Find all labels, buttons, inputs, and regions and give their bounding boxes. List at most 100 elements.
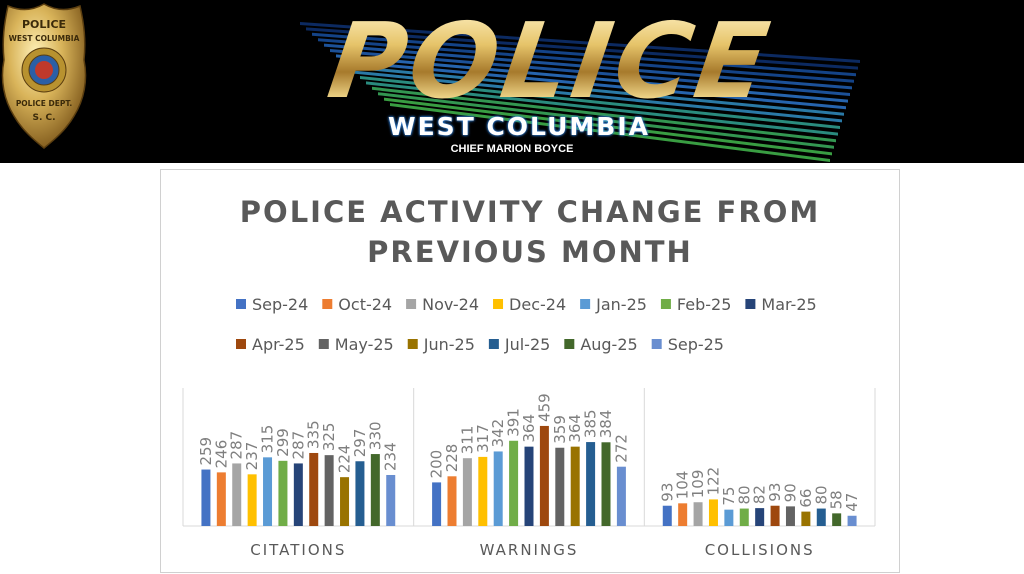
bar: [724, 509, 734, 526]
bar: [432, 482, 442, 526]
legend-swatch: [236, 299, 246, 309]
bar: [232, 463, 242, 526]
header-banner: POLICE WEST COLUMBIA POLICE DEPT. S. C. …: [0, 0, 1024, 163]
badge-city-text: WEST COLUMBIA: [9, 34, 80, 43]
data-label: 359: [551, 415, 569, 444]
data-label: 93: [658, 483, 676, 502]
data-label: 297: [351, 429, 369, 458]
legend-swatch: [745, 299, 756, 309]
legend-swatch: [488, 339, 499, 349]
data-label: 224: [336, 445, 354, 474]
city-name: WEST COLUMBIA: [388, 112, 650, 141]
bar: [816, 508, 826, 526]
legend-swatch: [493, 299, 504, 309]
banner-stripe: [390, 103, 830, 162]
data-label: 82: [751, 485, 769, 504]
data-label: 335: [305, 420, 323, 449]
chart-legend: Sep-24 Oct-24 Nov-24 Dec-24 Jan-25 Feb-25 Mar-…: [236, 295, 817, 354]
data-label: 299: [274, 428, 292, 457]
banner-stripe: [378, 92, 834, 149]
legend-swatch: [651, 339, 662, 349]
data-label: 364: [566, 414, 584, 443]
bar: [708, 499, 718, 526]
badge-top-text: POLICE: [22, 18, 66, 31]
banner-stripe: [300, 22, 860, 63]
banner-stripe: [318, 38, 854, 83]
bar: [785, 506, 795, 526]
bar: [340, 477, 350, 526]
bar: [278, 460, 288, 526]
bar: [662, 505, 672, 526]
legend-swatch: [236, 339, 246, 349]
bar: [293, 463, 303, 526]
data-label: 259: [197, 437, 215, 466]
bar: [770, 505, 780, 526]
legend-label: Dec-24: [509, 295, 566, 314]
chart-title-line-2: PREVIOUS MONTH: [367, 235, 693, 269]
banner-stripe: [384, 97, 832, 156]
bar: [832, 513, 842, 526]
banner-stripe: [330, 49, 850, 96]
bar: [447, 476, 457, 526]
bar: [539, 425, 549, 526]
legend-swatch: [407, 339, 418, 349]
data-label: 272: [612, 434, 630, 463]
legend-swatch: [406, 299, 417, 309]
banner-stripes: [300, 22, 860, 162]
bar: [370, 454, 380, 526]
data-label: 237: [243, 442, 261, 471]
banner-stripe: [372, 86, 836, 143]
bar: [801, 511, 811, 526]
bar: [462, 458, 472, 526]
chart-plot-area: 259246287237315299287335325224297330234C…: [182, 388, 876, 559]
data-label: 47: [843, 493, 861, 512]
data-label: 104: [674, 471, 692, 500]
bar: [493, 451, 503, 526]
data-label: 90: [781, 483, 799, 502]
bar: [678, 503, 688, 526]
legend-label: May-25: [335, 335, 394, 354]
bar: [847, 515, 857, 526]
badge-state-text: S. C.: [32, 113, 55, 123]
bar: [247, 474, 257, 526]
banner-stripe: [312, 32, 856, 77]
data-label: 384: [597, 410, 615, 439]
legend-swatch: [580, 299, 591, 309]
bar: [739, 508, 749, 526]
bar: [263, 457, 273, 526]
legend-label: Aug-25: [580, 335, 637, 354]
bar: [601, 442, 611, 526]
data-label: 75: [720, 487, 738, 506]
data-label: 311: [458, 426, 476, 455]
banner-stripe: [324, 43, 852, 90]
bar: [524, 446, 534, 526]
bar: [555, 447, 565, 526]
data-label: 80: [735, 485, 753, 504]
legend-label: Feb-25: [677, 295, 731, 314]
banner-stripe: [366, 81, 838, 136]
bar: [755, 508, 765, 526]
bar: [386, 474, 396, 526]
bar: [216, 472, 226, 526]
data-label: 287: [228, 431, 246, 460]
data-label: 93: [766, 483, 784, 502]
data-label: 364: [520, 414, 538, 443]
chart-title-line-1: POLICE ACTIVITY CHANGE FROM: [240, 195, 820, 229]
legend-label: Sep-24: [252, 295, 308, 314]
bar: [324, 455, 334, 526]
legend-label: Jun-25: [423, 335, 475, 354]
data-label: 315: [259, 425, 277, 454]
legend-swatch: [660, 299, 671, 309]
category-label: COLLISIONS: [705, 541, 815, 559]
data-label: 109: [689, 470, 707, 499]
police-logo-word: POLICE: [321, 0, 780, 122]
bar: [586, 442, 596, 526]
banner-stripe: [360, 76, 840, 129]
legend-label: Jan-25: [595, 295, 647, 314]
legend-label: Sep-25: [668, 335, 724, 354]
legend-label: Oct-24: [338, 295, 392, 314]
category-label: CITATIONS: [250, 541, 346, 559]
data-label: 385: [582, 409, 600, 438]
bar: [693, 502, 703, 526]
legend-swatch: [322, 299, 333, 309]
